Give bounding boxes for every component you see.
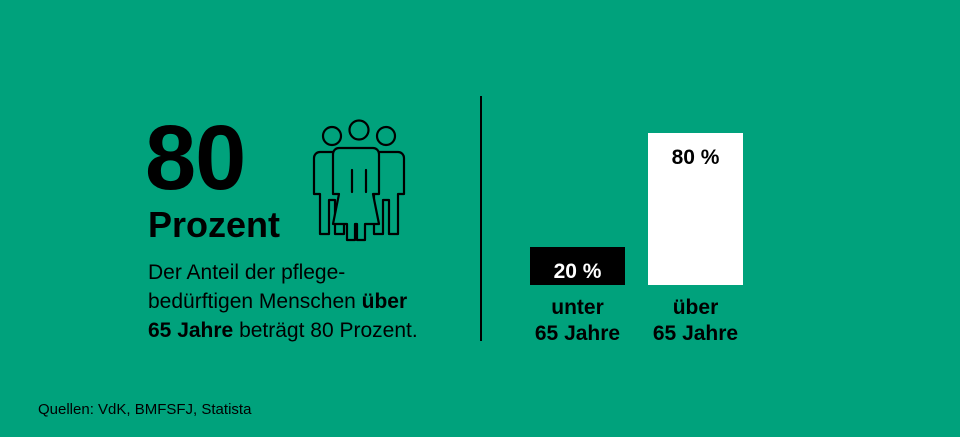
- description-line-2-bold: über: [361, 290, 408, 313]
- category-label-1-line-0: über: [673, 296, 719, 319]
- headline-description: Der Anteil der pflege- bedürftigen Mensc…: [148, 258, 478, 345]
- category-label-0-line-0: unter: [551, 296, 604, 319]
- category-label-1-line-1: 65 Jahre: [653, 322, 738, 345]
- bar-0: [530, 247, 625, 285]
- description-line-2: bedürftigen Menschen: [148, 290, 362, 313]
- source-note: Quellen: VdK, BMFSFJ, Statista: [38, 401, 252, 418]
- description-line-3: beträgt 80 Prozent.: [233, 319, 418, 342]
- bar-chart: 20 % unter 65 Jahre 80 % über 65 Jahre: [530, 133, 743, 345]
- category-label-0-line-1: 65 Jahre: [535, 322, 620, 345]
- bar-value-label-1: 80 %: [672, 146, 720, 169]
- bar-value-label-0: 20 %: [554, 260, 602, 283]
- divider: [480, 96, 482, 341]
- description-line-3-bold: 65 Jahre: [148, 319, 234, 342]
- bar-1: [648, 133, 743, 285]
- description-line-1: Der Anteil der pflege-: [148, 261, 346, 284]
- headline-value: 80: [145, 107, 246, 209]
- headline-unit: Prozent: [148, 204, 281, 245]
- group-of-people-icon: [312, 119, 406, 242]
